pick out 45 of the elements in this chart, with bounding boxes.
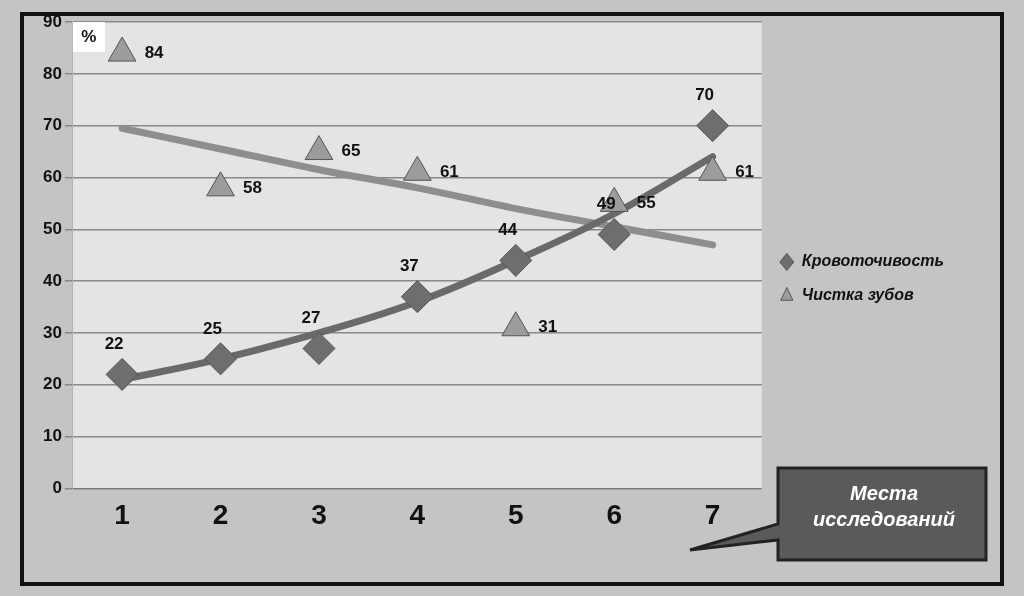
y-tick-label: 10 xyxy=(42,426,62,446)
x-tick-label: 3 xyxy=(311,498,327,530)
data-label: 22 xyxy=(104,334,124,354)
point xyxy=(105,357,139,391)
legend-label: Чистка зубов xyxy=(801,286,915,304)
x-tick-label: 2 xyxy=(212,498,229,530)
y-tick-label: 20 xyxy=(42,374,62,394)
data-label: 70 xyxy=(695,85,715,105)
y-tick-label: 0 xyxy=(52,478,62,498)
data-label: 58 xyxy=(243,177,262,197)
point xyxy=(400,280,434,314)
data-label: 61 xyxy=(735,161,755,181)
data-label: 25 xyxy=(203,318,222,338)
point xyxy=(107,36,137,62)
x-tick-label: 5 xyxy=(507,498,524,530)
x-tick-label: 7 xyxy=(704,498,721,530)
x-tick-label: 1 xyxy=(114,498,130,530)
data-label: 37 xyxy=(399,256,419,276)
data-label: 44 xyxy=(498,220,518,240)
point xyxy=(403,155,432,181)
y-tick-label: 80 xyxy=(42,63,62,83)
legend-label: Кровоточивость xyxy=(801,252,945,270)
point xyxy=(204,342,238,376)
y-tick-label: 30 xyxy=(42,322,62,342)
data-label: 49 xyxy=(596,194,616,214)
x-tick-label: 6 xyxy=(606,498,622,530)
point xyxy=(206,171,235,197)
point xyxy=(304,135,334,161)
data-label: 27 xyxy=(301,308,321,328)
x-tick-label: 4 xyxy=(409,498,426,530)
point xyxy=(698,155,727,181)
point xyxy=(597,217,631,251)
y-tick-label: 60 xyxy=(42,167,62,187)
data-label: 55 xyxy=(636,193,656,213)
data-label: 65 xyxy=(341,141,361,161)
data-label: 31 xyxy=(538,317,558,337)
x-axis-title: Места исследований xyxy=(811,481,956,532)
data-label: 84 xyxy=(144,42,165,62)
data-label: 61 xyxy=(439,161,459,181)
y-axis-title: % xyxy=(81,26,97,46)
y-tick-label: 70 xyxy=(42,115,62,135)
y-tick-label: 40 xyxy=(42,270,62,290)
point xyxy=(499,243,533,277)
y-tick-label: 50 xyxy=(42,218,62,238)
point xyxy=(302,331,336,365)
